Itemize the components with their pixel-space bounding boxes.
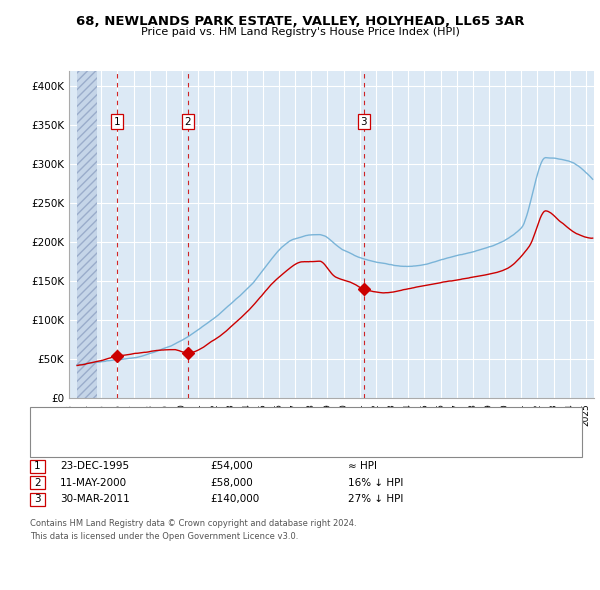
Text: 11-MAY-2000: 11-MAY-2000 (60, 478, 127, 487)
Bar (77, 71, 97, 398)
Text: HPI: Average price, detached house, Isle of Anglesey: HPI: Average price, detached house, Isle… (69, 427, 327, 437)
Text: 1: 1 (114, 117, 121, 126)
Text: 30-MAR-2011: 30-MAR-2011 (60, 494, 130, 504)
Text: 2: 2 (185, 117, 191, 126)
Text: 68, NEWLANDS PARK ESTATE, VALLEY, HOLYHEAD, LL65 3AR: 68, NEWLANDS PARK ESTATE, VALLEY, HOLYHE… (76, 15, 524, 28)
Text: 2: 2 (34, 478, 41, 487)
Text: 3: 3 (34, 494, 41, 504)
Text: Price paid vs. HM Land Registry's House Price Index (HPI): Price paid vs. HM Land Registry's House … (140, 27, 460, 37)
Text: 68, NEWLANDS PARK ESTATE, VALLEY, HOLYHEAD, LL65 3AR (detached house): 68, NEWLANDS PARK ESTATE, VALLEY, HOLYHE… (69, 414, 454, 424)
Text: £58,000: £58,000 (210, 478, 253, 487)
Text: 16% ↓ HPI: 16% ↓ HPI (348, 478, 403, 487)
Text: 1: 1 (34, 461, 41, 471)
Text: 27% ↓ HPI: 27% ↓ HPI (348, 494, 403, 504)
Text: 23-DEC-1995: 23-DEC-1995 (60, 461, 129, 471)
Text: £140,000: £140,000 (210, 494, 259, 504)
Text: ≈ HPI: ≈ HPI (348, 461, 377, 471)
Text: Contains HM Land Registry data © Crown copyright and database right 2024.
This d: Contains HM Land Registry data © Crown c… (30, 519, 356, 540)
Text: 3: 3 (361, 117, 367, 126)
Text: £54,000: £54,000 (210, 461, 253, 471)
